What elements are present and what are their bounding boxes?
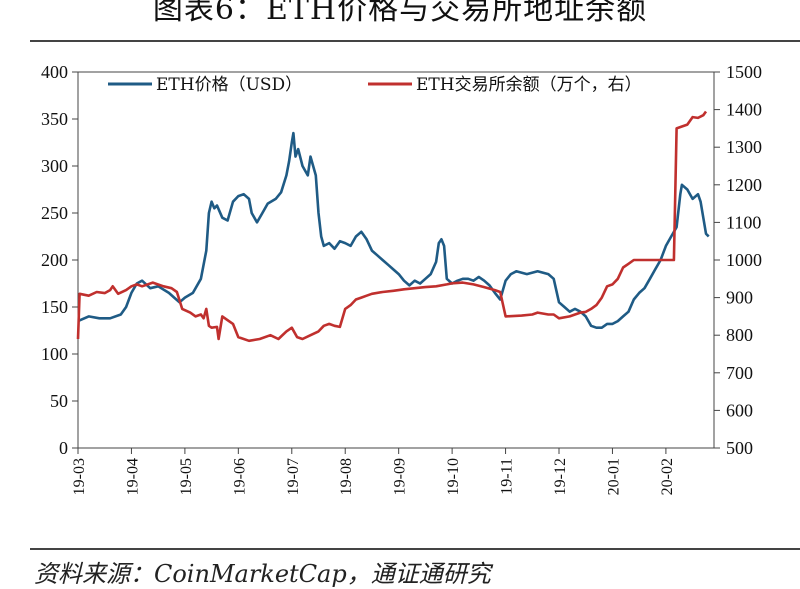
x-axis: 19-03 19-04 19-05 19-06 19-07 19-08 19-09 19-10… xyxy=(71,448,676,495)
x-tick-label: 20-02 xyxy=(659,458,676,495)
left-tick-label: 0 xyxy=(59,438,68,458)
left-tick-label: 350 xyxy=(41,109,68,129)
left-tick-label: 250 xyxy=(41,203,68,223)
figure-title: 图表6：ETH价格与交易所地址余额 xyxy=(152,0,648,27)
legend-label-exchange-balance: ETH交易所余额（万个，右） xyxy=(416,75,642,95)
right-tick-label: 1000 xyxy=(726,250,762,270)
left-axis: 0 50 100 150 200 250 300 350 400 xyxy=(41,62,78,458)
top-rule xyxy=(30,40,800,42)
x-tick-label: 19-03 xyxy=(71,458,88,495)
plot-frame xyxy=(77,71,715,449)
x-tick-label: 19-05 xyxy=(178,458,195,495)
left-tick-label: 300 xyxy=(41,156,68,176)
x-tick-label: 19-04 xyxy=(124,458,141,495)
right-axis: 500 600 700 800 900 1000 1100 1200 1300 1400 1500 xyxy=(714,62,762,458)
right-tick-label: 1100 xyxy=(726,212,761,232)
bottom-rule xyxy=(30,548,800,550)
right-tick-label: 700 xyxy=(726,363,753,383)
x-tick-label: 19-10 xyxy=(445,458,462,495)
source-note: 资料来源：CoinMarketCap，通证通研究 xyxy=(34,560,491,588)
x-tick-label: 19-09 xyxy=(392,458,409,495)
left-tick-label: 150 xyxy=(41,297,68,317)
x-tick-label: 19-06 xyxy=(231,458,248,495)
x-tick-label: 19-07 xyxy=(285,458,302,495)
left-tick-label: 50 xyxy=(50,391,68,411)
right-tick-label: 1200 xyxy=(726,175,762,195)
right-tick-label: 1300 xyxy=(726,137,762,157)
series-layer xyxy=(76,110,710,343)
series-line-eth-price xyxy=(77,131,710,329)
x-tick-label: 19-08 xyxy=(338,458,355,495)
x-tick-label: 20-01 xyxy=(605,458,622,495)
right-tick-label: 900 xyxy=(726,288,753,308)
left-tick-label: 200 xyxy=(41,250,68,270)
right-tick-label: 600 xyxy=(726,400,753,420)
right-tick-label: 500 xyxy=(726,438,753,458)
right-tick-label: 800 xyxy=(726,325,753,345)
right-tick-label: 1500 xyxy=(726,62,762,82)
left-tick-label: 100 xyxy=(41,344,68,364)
series-line-exchange-balance xyxy=(76,110,708,343)
chart: 0 50 100 150 200 250 300 350 400 500 600 700 800 900… xyxy=(41,62,762,495)
x-tick-label: 19-11 xyxy=(499,458,516,495)
x-tick-label: 19-12 xyxy=(552,458,569,495)
right-tick-label: 1400 xyxy=(726,100,762,120)
left-tick-label: 400 xyxy=(41,62,68,82)
legend: ETH价格（USD） ETH交易所余额（万个，右） xyxy=(108,75,642,95)
legend-label-eth-price: ETH价格（USD） xyxy=(156,75,302,95)
